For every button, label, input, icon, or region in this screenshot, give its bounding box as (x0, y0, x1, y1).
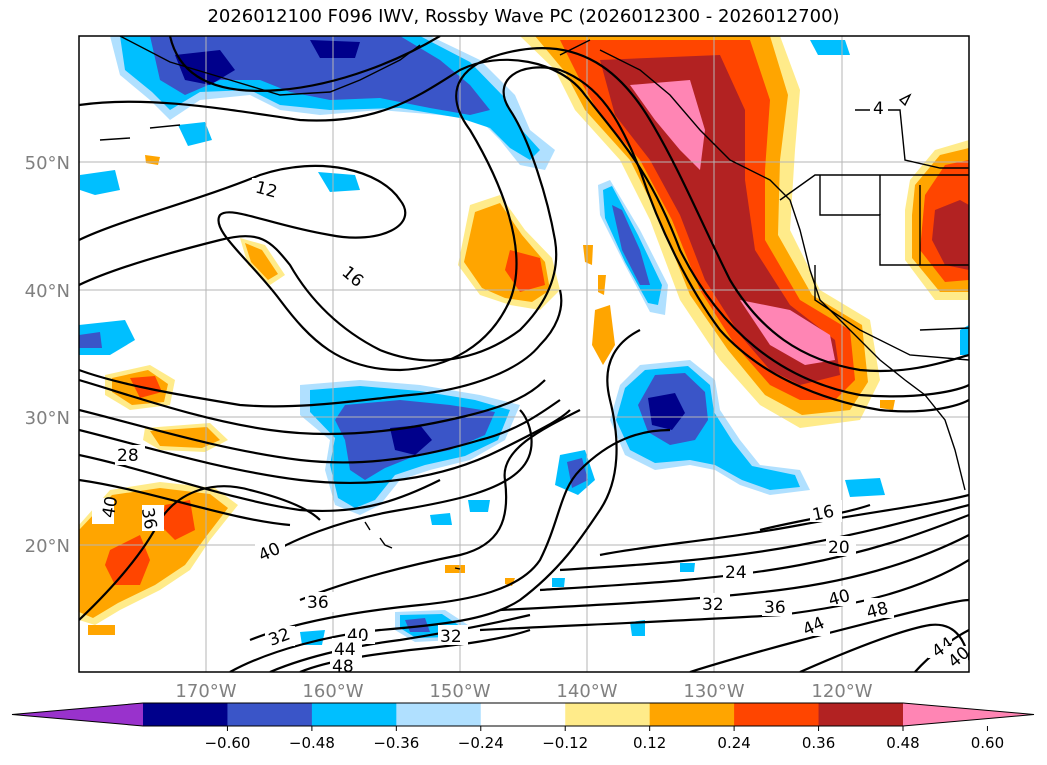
contour-label: 32 (440, 627, 462, 647)
contour-label: 36 (307, 593, 329, 613)
map-title: 2026012100 F096 IWV, Rossby Wave PC (202… (207, 6, 840, 27)
contour-label: 16 (811, 502, 836, 526)
contour-label: 28 (117, 446, 139, 466)
colorbar-extend-max (903, 703, 1034, 726)
colorbar-segment (480, 703, 566, 726)
colorbar: −0.60 −0.48 −0.36 −0.24 −0.12 0.12 0.24 0.36 0.4… (11, 702, 1035, 752)
contour-label: 24 (725, 563, 747, 583)
lat-label: 20°N (25, 536, 70, 557)
colorbar-segment (818, 703, 904, 726)
colorbar-tick-label: 0.12 (633, 734, 666, 752)
colorbar-segment (649, 703, 735, 726)
colorbar-segment (396, 703, 482, 726)
colorbar-segment (734, 703, 820, 726)
colorbar-segment (311, 703, 397, 726)
lat-label: 30°N (25, 408, 70, 429)
map-frame (78, 35, 970, 673)
lon-label: 150°W (429, 681, 490, 702)
colorbar-extend-min (12, 703, 143, 726)
colorbar-tick-label: −0.60 (204, 734, 250, 752)
lon-label: 130°W (683, 681, 744, 702)
colorbar-tick-label: 0.48 (886, 734, 919, 752)
colorbar-tick-label: −0.48 (289, 734, 335, 752)
contour-label: 48 (332, 657, 354, 677)
lat-label: 40°N (25, 281, 70, 302)
colorbar-segment (565, 703, 651, 726)
colorbar-tick-label: −0.36 (373, 734, 419, 752)
contour-label: 20 (828, 538, 850, 558)
contour-label-group: 12 16 4 28 40 36 40 36 32 40 44 48 32 16… (92, 98, 974, 677)
lon-label: 140°W (556, 681, 617, 702)
lon-label: 120°W (811, 681, 872, 702)
lon-label: 160°W (302, 681, 363, 702)
colorbar-outline (11, 702, 1035, 727)
ar-plume-pink (630, 80, 705, 170)
contour-label: 12 (253, 178, 279, 203)
contour-label: 32 (702, 595, 724, 615)
graticule (79, 36, 969, 672)
colorbar-segment (227, 703, 313, 726)
colorbar-tick-label: −0.24 (458, 734, 504, 752)
lat-axis: 50°N 40°N 30°N 20°N (25, 153, 70, 557)
contour-label: 36 (764, 598, 786, 618)
colorbar-tick-label: −0.12 (542, 734, 588, 752)
colorbar-tick-label: 0.24 (717, 734, 750, 752)
contour-label: 40 (99, 495, 122, 520)
contour-label: 36 (137, 506, 160, 531)
lat-label: 50°N (25, 153, 70, 174)
colorbar-tick-label: 0.60 (971, 734, 1004, 752)
lon-axis: 170°W 160°W 150°W 140°W 130°W 120°W (175, 681, 872, 702)
lon-label: 170°W (175, 681, 236, 702)
contour-label: 4 (873, 99, 884, 119)
colorbar-tick-label: 0.36 (802, 734, 835, 752)
colorbar-segment (143, 703, 228, 726)
contour-label: 44 (334, 640, 356, 660)
